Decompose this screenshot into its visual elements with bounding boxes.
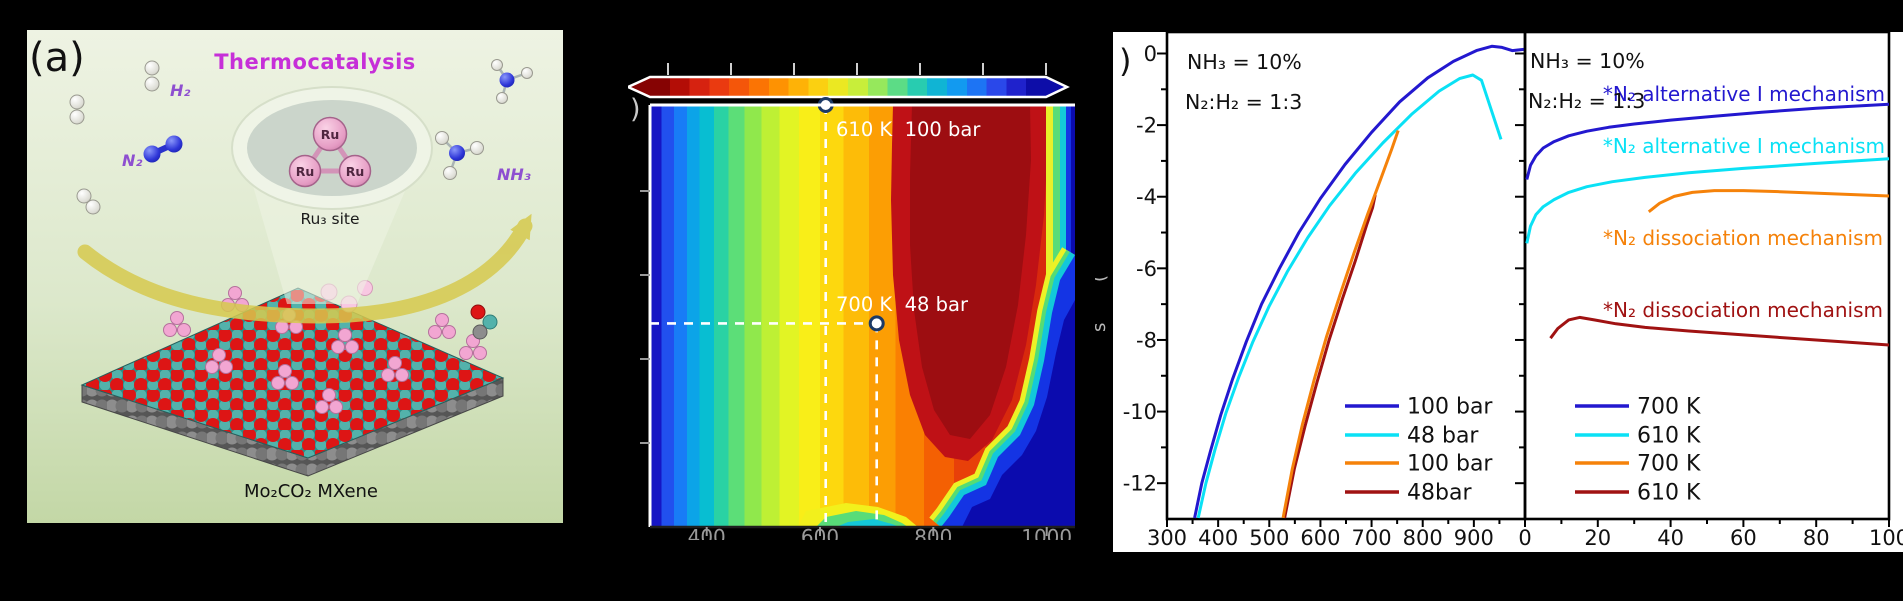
legend-label: 700 K [1637, 452, 1701, 477]
series-line-100-bar [1193, 44, 1525, 519]
substrate-label: Mo₂CO₂ MXene [244, 481, 378, 502]
series-line-48bar [1283, 194, 1377, 519]
x-tick-label: 20 [1584, 526, 1611, 550]
x-tick-label: 400 [1198, 526, 1238, 550]
panel-c-label-fragment: ) [1119, 42, 1131, 80]
contour-highest-region [910, 105, 1031, 439]
series-line-610-k [1549, 315, 1889, 347]
x-tick-label: 800 [1403, 526, 1443, 550]
y-tick-label: -4 [1136, 185, 1157, 209]
conversion-chart: 0 20 40 60 80 100 700 K 610 K 700 K 610 K *N₂ alte… [1515, 30, 1903, 550]
curve-label: *N₂ dissociation mechanism [1603, 226, 1883, 250]
colorbar-border [628, 75, 1070, 99]
ru3-cluster: Ru Ru Ru [288, 116, 372, 188]
condition-ratio: N₂:H₂ = 1:3 [1185, 90, 1302, 114]
x-tick-label: 300 [1147, 526, 1187, 550]
y-axis-ticks [640, 190, 650, 444]
legend-label: 100 bar [1407, 395, 1493, 420]
arrowhead-icon [510, 213, 532, 241]
y-tick-label: -10 [1123, 400, 1157, 424]
x-tick-label: 700 [1352, 526, 1392, 550]
panel-c-background [1113, 32, 1903, 552]
x-tick-label: 40 [1657, 526, 1684, 550]
annotation-700k: 700 K 48 bar [836, 293, 969, 316]
panel-a-title: Thermocatalysis [214, 50, 416, 74]
legend-label: 48 bar [1407, 424, 1479, 449]
x-tick-label: 500 [1249, 526, 1289, 550]
y-tick-label: -6 [1136, 257, 1157, 281]
condition-nh3: NH₃ = 10% [1530, 49, 1645, 73]
mxene-slab [80, 287, 505, 477]
legend-label: 48bar [1407, 481, 1472, 506]
ru-atom-label: Ru [321, 127, 340, 142]
panel-b-label-fragment: ) [630, 94, 641, 125]
curve-label: *N₂ dissociation mechanism [1603, 298, 1883, 322]
series-group [1525, 102, 1889, 347]
legend-label: 100 bar [1407, 452, 1493, 477]
series-group [1193, 44, 1525, 519]
y-tick-label: -8 [1136, 328, 1157, 352]
ru3-site-label: Ru₃ site [300, 210, 359, 228]
x-tick-label: 1000 [1021, 525, 1072, 540]
marker-700k-48bar [868, 315, 885, 332]
panel-a-label: (a) [29, 35, 85, 81]
series-line-100-bar [1281, 130, 1400, 519]
series-line-48-bar [1196, 73, 1503, 519]
colorbar-right-arrow-icon [1046, 77, 1067, 97]
colorbar-left-arrow-icon [628, 77, 650, 97]
colorbar [628, 63, 1070, 99]
ru-atom-label: Ru [296, 164, 315, 179]
x-tick-label: 80 [1803, 526, 1830, 550]
series-line-700-k [1525, 102, 1889, 180]
legend-label: 700 K [1637, 395, 1701, 420]
condition-nh3: NH₃ = 10% [1187, 50, 1302, 74]
h2-molecules [69, 60, 160, 215]
y-tick-label: -2 [1136, 114, 1157, 138]
x-tick-label: 600 [801, 525, 839, 540]
legend-label: 610 K [1637, 424, 1701, 449]
x-tick-label: 60 [1730, 526, 1757, 550]
y-tick-label: -12 [1123, 472, 1157, 496]
x-axis-labels-clipped: 400 600 800 1000 [688, 525, 1073, 540]
x-axis-ticks [705, 527, 1048, 536]
magnifier-cone: Ru Ru Ru Ru₃ site [231, 86, 433, 304]
contour-plot-area [650, 105, 1075, 527]
series-line-700-k [1647, 189, 1889, 213]
n2-molecule [143, 135, 183, 163]
reaction-arrow [77, 213, 533, 324]
series-line-610-k [1525, 157, 1889, 244]
panel-c-line-charts: ( s ) 3004005006007008009000-2-4-6-8-10-… [1095, 30, 1903, 552]
ru-atom-label: Ru [346, 164, 365, 179]
nh3-molecules [435, 59, 533, 180]
panel-b-contour: ) [628, 63, 1075, 540]
annotation-610k: 610 K 100 bar [836, 118, 981, 141]
y-axis-title-fragment: ( [1095, 275, 1110, 282]
panel-a-schematic: Ru Ru Ru Ru₃ site [27, 30, 563, 523]
legend-label: 610 K [1637, 481, 1701, 506]
x-tick-label: 900 [1454, 526, 1494, 550]
nh3-label: NH₃ [497, 165, 531, 184]
curve-label: *N₂ alternative I mechanism [1603, 134, 1885, 158]
contour-plot: 610 K 100 bar 700 K 48 bar 400 600 800 1… [640, 97, 1075, 540]
x-tick-label: 400 [688, 525, 726, 540]
x-tick-label: 600 [1300, 526, 1340, 550]
colorbar-gradient [650, 77, 1046, 97]
x-tick-label: 800 [914, 525, 952, 540]
y-axis-title-fragment: s [1095, 323, 1110, 332]
y-tick-label: 0 [1144, 42, 1157, 66]
x-tick-label: 0 [1518, 526, 1531, 550]
curve-label: *N₂ alternative I mechanism [1603, 82, 1885, 106]
colorbar-ticks [667, 63, 1047, 75]
x-tick-label: 100 [1869, 526, 1903, 550]
n2-label: N₂ [122, 151, 142, 170]
h2-label: H₂ [170, 81, 190, 100]
guide-lines [650, 105, 878, 527]
condition-ratio: N₂:H₂ = 1:3 [1528, 89, 1645, 113]
mxene-fragment [470, 304, 498, 340]
